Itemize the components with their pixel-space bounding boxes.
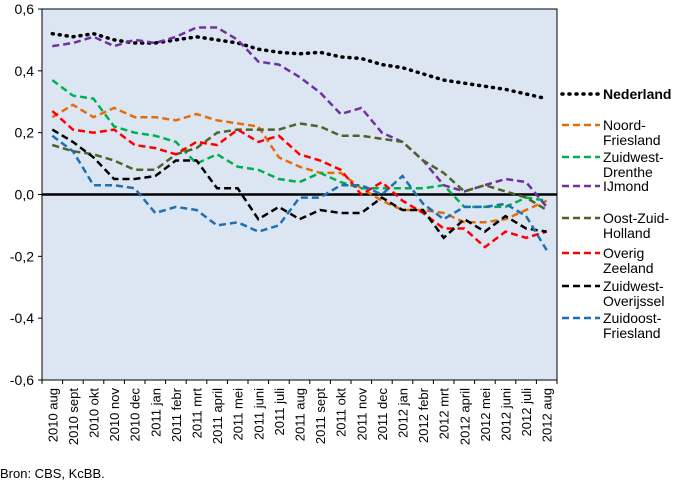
- y-tick-label: -0,6: [10, 372, 34, 388]
- legend-label: Overijssel: [603, 293, 664, 309]
- legend-label: Zeeland: [603, 260, 654, 276]
- series-line-ijmond: [52, 26, 548, 208]
- x-tick-label: 2010 sept: [66, 388, 81, 445]
- series-line-overig-zeeland: [51, 110, 548, 249]
- y-tick-label: 0,4: [15, 63, 35, 79]
- x-tick-label: 2010 aug: [45, 388, 60, 442]
- x-tick-label: 2012 april: [457, 388, 472, 445]
- y-tick-label: 0,6: [15, 1, 35, 17]
- x-tick-label: 2012 juni: [499, 388, 514, 441]
- x-tick-label: 2011 april: [210, 388, 225, 444]
- x-tick-label: 2010 okt: [87, 388, 102, 438]
- legend-label: Friesland: [603, 132, 661, 148]
- x-tick-label: 2010 dec: [128, 388, 143, 442]
- x-tick-label: 2011 juli: [272, 388, 287, 436]
- source-note: Bron: CBS, KcBB.: [0, 466, 105, 481]
- legend-label: Noord-: [603, 117, 646, 133]
- legend-label: Drenthe: [603, 164, 653, 180]
- x-tick-label: 2012 juli: [519, 388, 534, 437]
- x-tick-label: 2012 aug: [540, 388, 555, 442]
- x-tick-label: 2011 dec: [375, 388, 390, 441]
- legend-label: Nederland: [603, 86, 671, 102]
- x-tick-label: 2011 sept: [313, 388, 328, 445]
- x-tick-label: 2012 mei: [478, 388, 493, 442]
- x-tick-label: 2011 mrt: [190, 388, 205, 439]
- x-tick-label: 2012 mrt: [437, 388, 452, 440]
- x-tick-label: 2011 febr: [169, 387, 184, 442]
- legend-label: Overig: [603, 245, 644, 261]
- y-tick-label: 0,0: [15, 187, 35, 203]
- x-tick-label: 2011 jan: [148, 388, 163, 437]
- x-tick-label: 2011 okt: [334, 388, 349, 437]
- legend-label: Friesland: [603, 325, 661, 341]
- x-tick-label: 2010 nov: [107, 388, 122, 442]
- legend-label: Zuidwest-: [603, 278, 664, 294]
- series-line-nederland: [50, 31, 549, 101]
- legend-label: Zuidoost-: [603, 310, 662, 326]
- legend-label: Oost-Zuid-: [603, 210, 669, 226]
- y-tick-label: -0,4: [10, 310, 34, 326]
- legend-label: Holland: [603, 225, 650, 241]
- x-tick-label: 2011 aug: [293, 388, 308, 441]
- legend-label: IJmond: [603, 178, 649, 194]
- series-line-noord-friesland: [51, 103, 548, 224]
- series-line-zuidwest-overijssel: [51, 128, 547, 240]
- x-tick-label: 2011 nov: [354, 388, 369, 441]
- x-tick-label: 2012 jan: [396, 388, 411, 438]
- y-tick-label: -0,2: [10, 248, 34, 264]
- legend-label: Zuidwest-: [603, 149, 664, 165]
- x-tick-label: 2011 juni: [251, 388, 266, 440]
- series-line-zuidoost-friesland: [51, 134, 548, 251]
- x-tick-label: 2012 febr: [416, 387, 431, 443]
- line-chart: -0,6 -0,4 -0,2 0,0 0,2 0,4 0,6 2010 aug 2010 sep…: [10, 1, 672, 445]
- y-tick-label: 0,2: [15, 125, 35, 141]
- x-tick-label: 2011 mei: [231, 388, 246, 441]
